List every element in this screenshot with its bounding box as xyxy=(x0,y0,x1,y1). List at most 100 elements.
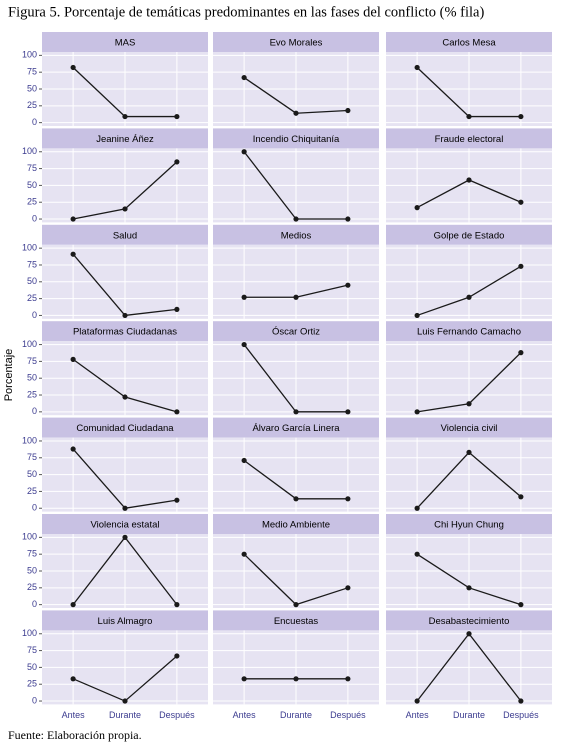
point xyxy=(293,676,299,682)
strip xyxy=(386,128,552,149)
y-tick-label: 75 xyxy=(27,163,37,173)
panel-title: MAS xyxy=(115,38,136,49)
point xyxy=(414,505,420,511)
y-axis-label: Porcentaje xyxy=(3,349,15,402)
panel-title: Medio Ambiente xyxy=(262,520,330,531)
point xyxy=(70,64,76,71)
strip xyxy=(213,610,379,631)
panel-title: Medios xyxy=(281,230,312,241)
point xyxy=(293,110,299,116)
point xyxy=(122,113,128,120)
point xyxy=(70,446,76,452)
strip xyxy=(42,610,208,631)
point xyxy=(345,496,351,502)
strip xyxy=(213,128,379,149)
y-tick-label: 0 xyxy=(32,310,37,320)
strip xyxy=(42,321,208,342)
panel-title: Evo Morales xyxy=(270,38,323,49)
y-tick-label: 25 xyxy=(27,582,37,592)
strip xyxy=(42,32,208,52)
point xyxy=(174,113,180,120)
point xyxy=(518,350,524,356)
strip xyxy=(213,321,379,342)
strip xyxy=(386,417,552,438)
strip xyxy=(213,514,379,534)
panel-title: Incendio Chiquitanía xyxy=(253,134,340,145)
point xyxy=(466,631,472,637)
x-tick-label: Durante xyxy=(453,710,485,720)
y-tick-label: 0 xyxy=(32,213,37,223)
panel-title: Jeanine Áñez xyxy=(96,134,154,145)
point xyxy=(122,206,128,212)
point xyxy=(466,585,472,591)
point xyxy=(345,409,351,415)
y-tick-label: 25 xyxy=(27,197,37,207)
point xyxy=(293,294,299,300)
point xyxy=(345,216,351,222)
figure-title: Figura 5. Porcentaje de temáticas predom… xyxy=(8,4,484,20)
y-tick-label: 75 xyxy=(27,549,37,559)
panel-title: Luis Almagro xyxy=(98,616,153,627)
panel-title: Carlos Mesa xyxy=(442,38,496,49)
x-tick-label: Antes xyxy=(62,710,86,720)
point xyxy=(414,409,420,415)
point xyxy=(241,551,247,557)
point xyxy=(414,205,420,211)
point xyxy=(174,159,180,165)
y-tick-label: 50 xyxy=(27,565,37,575)
point xyxy=(293,409,299,415)
point xyxy=(174,497,180,503)
point xyxy=(122,698,128,704)
point xyxy=(241,676,247,682)
point xyxy=(122,394,128,400)
point xyxy=(466,177,472,183)
panel-title: Violencia civil xyxy=(441,423,498,434)
y-tick-label: 25 xyxy=(27,679,37,689)
strip xyxy=(213,417,379,438)
point xyxy=(174,409,180,415)
y-tick-label: 50 xyxy=(27,662,37,672)
strip xyxy=(42,128,208,149)
strip xyxy=(386,321,552,342)
point xyxy=(174,306,180,312)
point xyxy=(70,216,76,222)
panel-title: Luis Fernando Camacho xyxy=(417,327,521,338)
panel-title: Chi Hyun Chung xyxy=(434,520,504,531)
point xyxy=(345,107,351,114)
panel-title: Golpe de Estado xyxy=(434,230,505,241)
point xyxy=(466,294,472,300)
point xyxy=(241,74,247,81)
point xyxy=(241,294,247,300)
y-tick-label: 75 xyxy=(27,452,37,462)
panel-title: Desabastecimiento xyxy=(429,616,510,627)
point xyxy=(70,602,76,608)
y-tick-label: 50 xyxy=(27,469,37,479)
x-tick-label: Durante xyxy=(109,710,141,720)
y-tick-label: 100 xyxy=(22,243,37,253)
source-note: Fuente: Elaboración propia. xyxy=(8,728,142,742)
y-tick-label: 25 xyxy=(27,293,37,303)
y-tick-label: 50 xyxy=(27,180,37,190)
panel-title: Plataformas Ciudadanas xyxy=(73,327,177,338)
point xyxy=(293,496,299,502)
y-tick-label: 100 xyxy=(22,628,37,638)
x-tick-label: Antes xyxy=(233,710,257,720)
strip xyxy=(386,514,552,534)
point xyxy=(70,251,76,257)
panel-title: Salud xyxy=(113,230,137,241)
y-tick-label: 0 xyxy=(32,599,37,609)
y-tick-label: 0 xyxy=(32,117,37,127)
point xyxy=(518,113,524,120)
y-tick-label: 25 xyxy=(27,100,37,110)
point xyxy=(518,199,524,205)
y-tick-label: 0 xyxy=(32,503,37,513)
y-tick-label: 25 xyxy=(27,486,37,496)
point xyxy=(414,64,420,71)
point xyxy=(293,216,299,222)
point xyxy=(414,698,420,704)
point xyxy=(518,602,524,608)
panel-title: Encuestas xyxy=(274,616,319,627)
strip xyxy=(42,224,208,245)
